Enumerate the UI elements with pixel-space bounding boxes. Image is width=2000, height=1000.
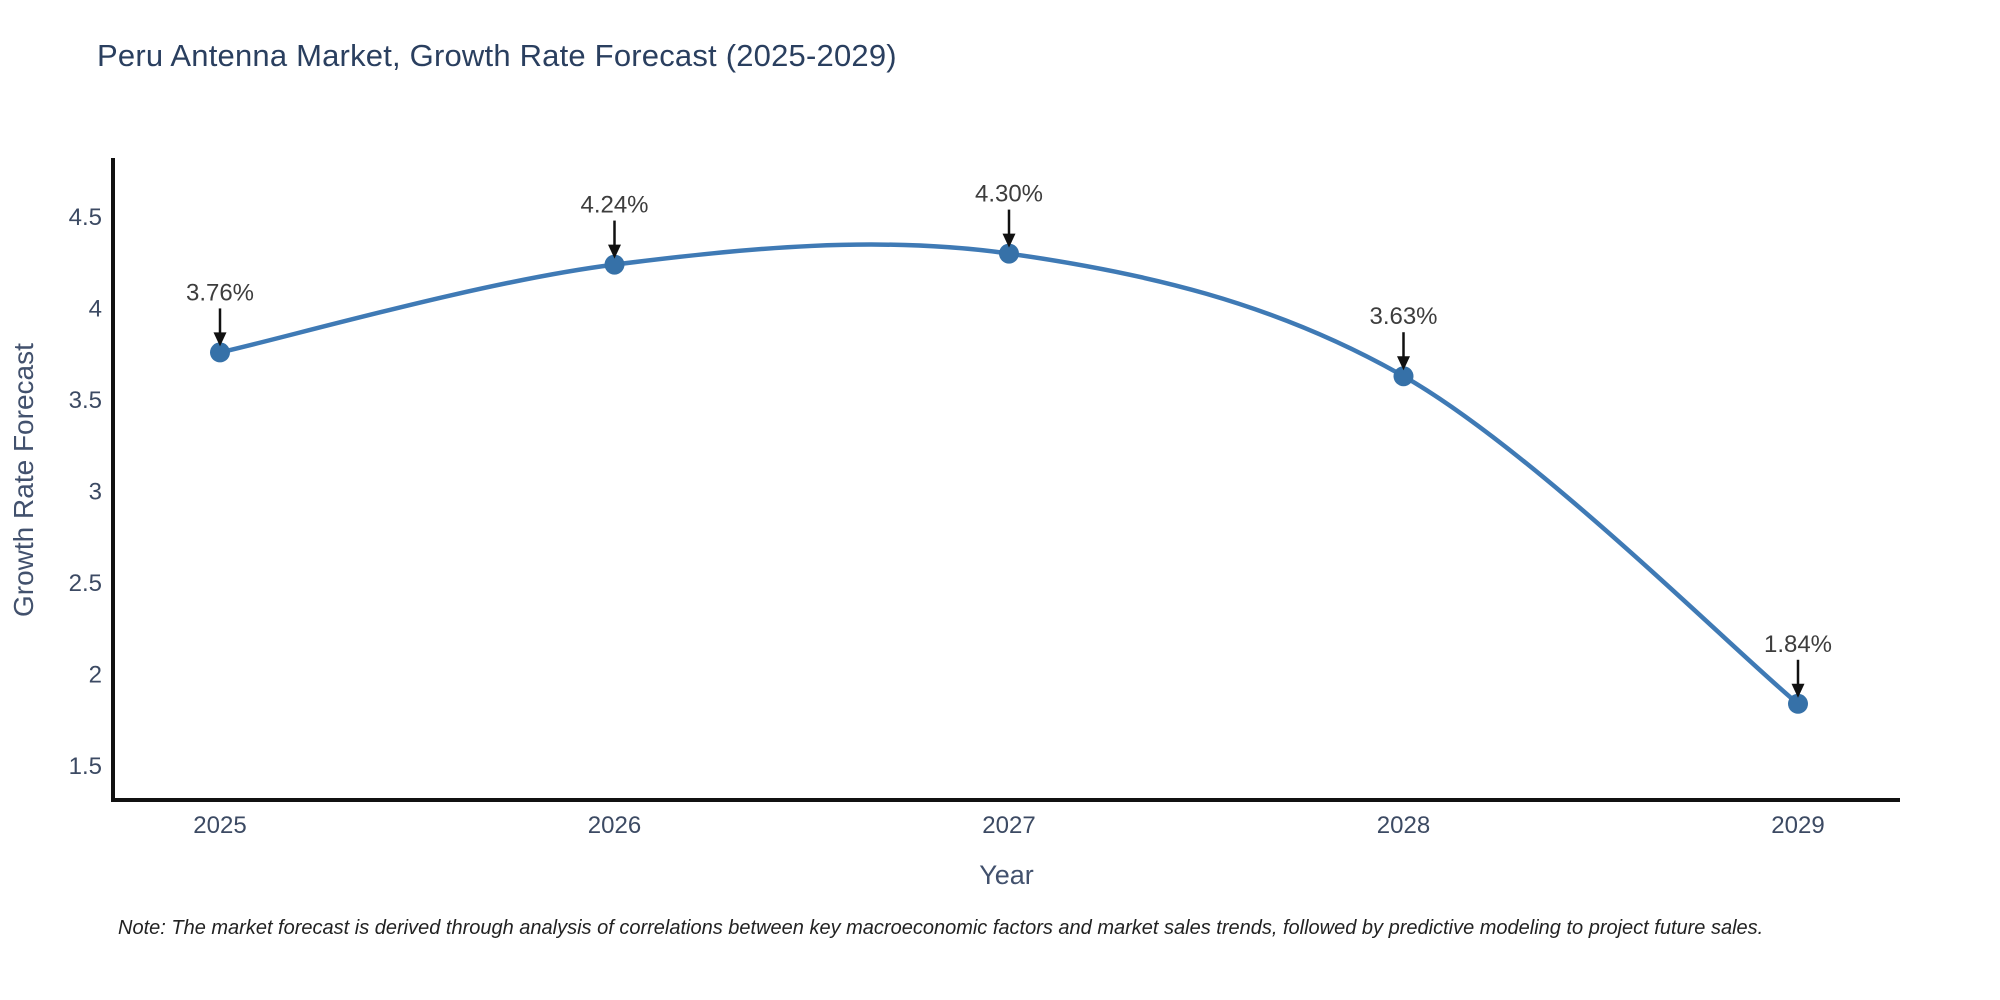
y-tick-label: 4.5 xyxy=(69,204,102,231)
y-tick-label: 1.5 xyxy=(69,753,102,780)
chart-title: Peru Antenna Market, Growth Rate Forecas… xyxy=(97,38,897,73)
x-axis-title: Year xyxy=(979,860,1034,890)
forecast-line xyxy=(217,242,1801,707)
annotation-arrowhead xyxy=(1002,233,1016,248)
data-point-marker xyxy=(1393,366,1414,387)
y-tick-label: 4 xyxy=(89,296,102,323)
annotation-arrowhead xyxy=(1397,356,1410,371)
annotation-arrowhead xyxy=(213,332,227,347)
data-point-marker xyxy=(999,243,1019,264)
data-point-marker xyxy=(210,342,230,363)
x-tick-label: 2026 xyxy=(588,812,641,839)
data-point-marker xyxy=(604,254,625,275)
y-tick-label: 2 xyxy=(89,662,102,689)
annotation-arrowhead xyxy=(1791,683,1805,698)
annotation-label: 4.30% xyxy=(975,181,1043,208)
annotation-label: 3.63% xyxy=(1369,303,1437,330)
y-tick-label: 3.5 xyxy=(69,387,102,414)
chart-note: Note: The market forecast is derived thr… xyxy=(118,917,1764,939)
annotation-arrowhead xyxy=(608,244,621,259)
data-point-marker xyxy=(1788,693,1808,714)
y-tick-label: 3 xyxy=(89,479,102,506)
x-tick-label: 2025 xyxy=(193,812,246,839)
annotation-label: 4.24% xyxy=(580,192,648,219)
x-tick-label: 2027 xyxy=(982,812,1035,839)
annotation-label: 3.76% xyxy=(186,279,254,306)
x-tick-label: 2029 xyxy=(1771,812,1824,839)
y-tick-label: 2.5 xyxy=(69,570,102,597)
x-tick-label: 2028 xyxy=(1377,812,1430,839)
annotation-label: 1.84% xyxy=(1764,631,1832,658)
